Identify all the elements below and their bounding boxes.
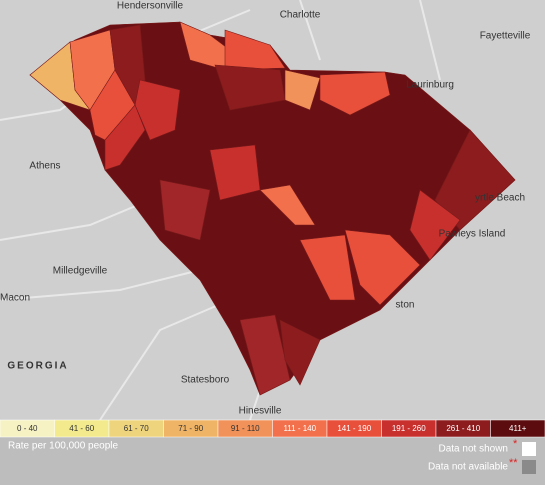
place-label: Athens bbox=[29, 161, 60, 172]
legend-bin-label: 91 - 110 bbox=[231, 424, 260, 433]
legend-bin-label: 191 - 260 bbox=[392, 424, 426, 433]
not-shown-mark: * bbox=[513, 438, 518, 450]
legend-bin-label: 71 - 90 bbox=[178, 424, 203, 433]
place-label: Macon bbox=[0, 293, 30, 304]
not-available-swatch bbox=[522, 460, 536, 474]
legend-caption: Rate per 100,000 people bbox=[8, 441, 119, 452]
place-label: GEORGIA bbox=[7, 361, 68, 372]
not-available-label: Data not available bbox=[428, 462, 508, 473]
legend-bin-label: 0 - 40 bbox=[17, 424, 38, 433]
place-label: ston bbox=[396, 300, 415, 311]
place-label: Hendersonville bbox=[117, 1, 184, 12]
legend-bin-label: 261 - 410 bbox=[446, 424, 480, 433]
place-label: Laurinburg bbox=[406, 80, 454, 91]
legend-bins: 0 - 40 41 - 60 61 - 70 71 - 90 91 - 110 111 -… bbox=[0, 420, 545, 437]
legend-bin-label: 41 - 60 bbox=[69, 424, 94, 433]
place-label: Fayetteville bbox=[480, 31, 531, 42]
place-label: yrtle Beach bbox=[475, 193, 525, 204]
place-label: Milledgeville bbox=[53, 266, 108, 277]
place-label: Charlotte bbox=[280, 10, 321, 21]
legend-bin-label: 141 - 190 bbox=[337, 424, 371, 433]
not-available-mark: ** bbox=[509, 457, 518, 469]
not-shown-label: Data not shown bbox=[439, 444, 509, 455]
not-shown-swatch bbox=[522, 442, 536, 456]
place-label: Hinesville bbox=[239, 406, 282, 417]
place-label: Pawleys Island bbox=[439, 229, 506, 240]
legend-bin-label: 411+ bbox=[509, 424, 527, 433]
legend-bin-label: 61 - 70 bbox=[124, 424, 149, 433]
place-label: Statesboro bbox=[181, 375, 230, 386]
legend-bin-label: 111 - 140 bbox=[283, 424, 316, 433]
